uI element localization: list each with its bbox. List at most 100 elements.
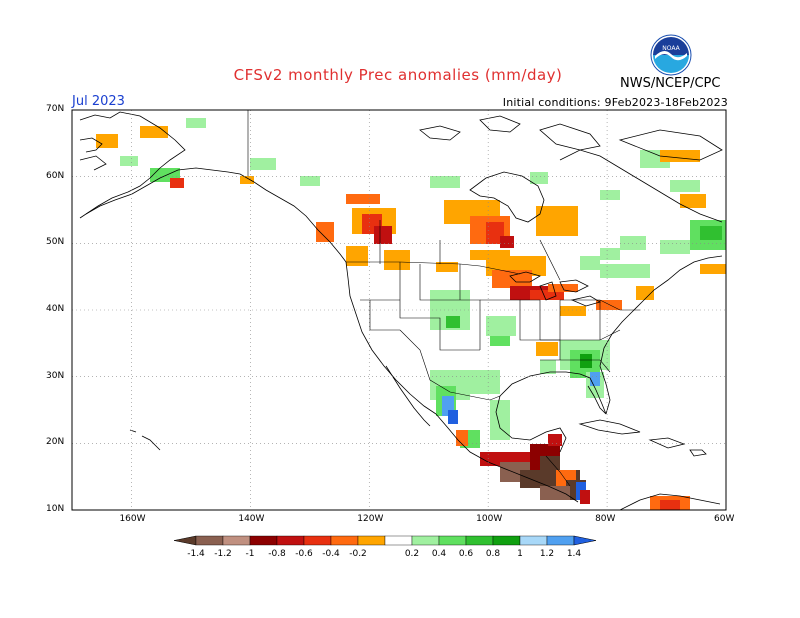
lon-label: 160W <box>119 514 146 524</box>
colorbar-swatch <box>276 535 305 546</box>
anomaly-cell <box>170 178 184 188</box>
anomaly-cell <box>620 236 646 250</box>
anomaly-cell <box>492 270 532 288</box>
anomaly-cell <box>660 150 700 162</box>
anomaly-cell <box>470 370 500 394</box>
anomaly-cell <box>436 262 458 272</box>
anomaly-cell <box>346 246 368 266</box>
anomaly-cell <box>500 236 514 248</box>
anomaly-cell <box>470 250 510 260</box>
anomaly-cell <box>250 158 276 170</box>
lat-label: 50N <box>46 237 65 248</box>
anomaly-cell <box>186 118 206 128</box>
colorbar-swatch <box>303 535 332 546</box>
colorbar-label: 0.6 <box>459 549 474 559</box>
colorbar-label: 0.8 <box>486 549 501 559</box>
anomaly-cell <box>596 300 622 310</box>
anomaly-cell <box>490 400 510 440</box>
lat-label: 30N <box>46 370 65 381</box>
anomaly-cell <box>580 256 600 270</box>
colorbar-right-arrow <box>573 535 597 546</box>
anomaly-cell <box>490 336 510 346</box>
anomaly-cell <box>600 190 620 200</box>
anomaly-cell <box>374 226 392 244</box>
anomaly-cell <box>316 222 334 242</box>
anomaly-cell <box>700 264 726 274</box>
anomaly-cell <box>486 316 516 336</box>
colorbar-swatch <box>357 535 386 546</box>
anomaly-cell <box>580 490 590 504</box>
lon-label: 80W <box>595 514 616 524</box>
lat-label: 60N <box>46 170 65 181</box>
anomaly-cell <box>680 194 706 208</box>
colorbar-swatch <box>195 535 224 546</box>
anomaly-cell <box>540 456 560 476</box>
colorbar-label: 0.2 <box>405 549 419 559</box>
colorbar-label: 1.4 <box>567 549 582 559</box>
colorbar-swatch <box>465 535 494 546</box>
colorbar-label: 1 <box>517 549 523 559</box>
colorbar-label: -1.4 <box>187 549 205 559</box>
anomaly-cell <box>240 176 254 184</box>
colorbar-label: -1.2 <box>214 549 232 559</box>
anomaly-cell <box>590 372 600 386</box>
lat-label: 40N <box>46 304 65 314</box>
anomaly-cells <box>96 118 726 510</box>
graticule <box>72 110 726 510</box>
colorbar-swatch <box>519 535 548 546</box>
anomaly-cell <box>700 226 722 240</box>
anomaly-cell <box>540 486 570 500</box>
lat-label: 10N <box>46 504 65 514</box>
anomaly-cell <box>580 354 592 368</box>
colorbar-label: 1.2 <box>540 549 554 559</box>
anomaly-cell <box>536 206 578 236</box>
anomaly-cell <box>660 240 690 254</box>
anomaly-cell <box>660 500 680 510</box>
colorbar: -1.4 -1.2 -1 -0.8 -0.6 -0.4 -0.2 0.2 0.4 0.6 0.8 1 1… <box>173 535 597 559</box>
borders <box>247 110 640 487</box>
anomaly-cell <box>560 306 586 316</box>
anomaly-cell <box>670 180 700 192</box>
anomaly-cell <box>636 286 654 300</box>
anomaly-cell <box>346 194 380 204</box>
colorbar-swatch <box>546 535 575 546</box>
colorbar-label: -0.4 <box>322 549 340 559</box>
initial-conditions: Initial conditions: 9Feb2023-18Feb2023 <box>502 96 728 109</box>
colorbar-label: 0.4 <box>432 549 447 559</box>
anomaly-cell <box>300 176 320 186</box>
anomaly-cell <box>448 410 458 424</box>
anomaly-cell <box>384 250 410 270</box>
colorbar-swatch <box>249 535 278 546</box>
colorbar-swatch <box>492 535 521 546</box>
lat-label: 70N <box>46 104 65 114</box>
colorbar-swatch <box>411 535 440 546</box>
chart-title: CFSv2 monthly Prec anomalies (mm/day) <box>233 66 563 84</box>
anomaly-cell <box>140 126 168 138</box>
anomaly-cell <box>530 172 548 184</box>
colorbar-label: -0.8 <box>268 549 286 559</box>
lon-label: 100W <box>476 514 503 524</box>
colorbar-swatch <box>438 535 467 546</box>
lon-label: 140W <box>238 514 265 524</box>
anomaly-cell <box>456 430 468 446</box>
map-frame <box>71 109 727 511</box>
agency-label: NWS/NCEP/CPC <box>620 76 721 91</box>
anomaly-cell <box>96 134 118 148</box>
forecast-month: Jul 2023 <box>72 94 125 109</box>
lon-label: 60W <box>714 514 735 524</box>
noaa-logo-text: NOAA <box>662 45 680 52</box>
colorbar-label: -1 <box>246 549 255 559</box>
noaa-logo-icon: NOAA <box>650 34 692 76</box>
coastlines <box>79 111 723 511</box>
anomaly-cell <box>120 156 138 166</box>
colorbar-swatch <box>384 535 413 546</box>
colorbar-label: -0.6 <box>295 549 313 559</box>
anomaly-cell <box>530 290 564 300</box>
lon-label: 120W <box>357 514 384 524</box>
anomaly-cell <box>540 360 556 374</box>
anomaly-cell <box>486 222 504 244</box>
colorbar-left-arrow <box>173 535 197 546</box>
anomaly-cell <box>446 316 460 328</box>
lat-label: 20N <box>46 437 65 448</box>
